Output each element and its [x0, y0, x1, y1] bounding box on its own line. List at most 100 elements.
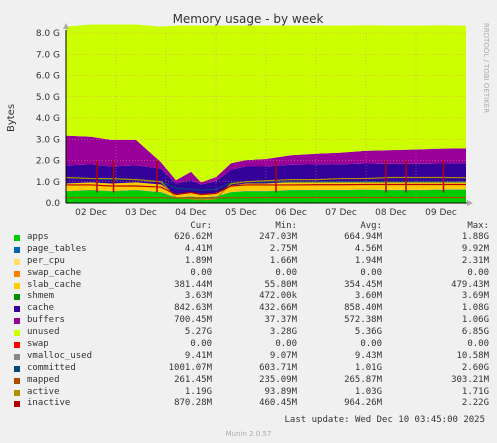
legend-max-value: 1.71G [461, 386, 489, 397]
legend-max-value: 6.85G [461, 327, 489, 338]
legend-row-page-tables: page_tables 4.41M 2.75M 4.56M 9.92M [12, 244, 490, 256]
legend-cur-value: 4.41M [184, 243, 212, 254]
legend-cur-value: 5.27G [184, 327, 212, 338]
legend-cur-value: 9.41M [184, 350, 212, 361]
legend-series-name: page_tables [27, 243, 87, 254]
rrdtool-credit: RRDTOOL / TOBI OETIKER [482, 23, 490, 113]
legend-avg-value: 4.56M [354, 243, 382, 254]
legend-min-value: 37.37M [264, 315, 297, 326]
legend-avg-value: 858.40M [344, 303, 382, 314]
line-inactive [66, 183, 466, 196]
legend-series-name: slab_cache [27, 279, 82, 290]
legend-cur-value: 261.45M [174, 374, 212, 385]
x-tick-label: 02 Dec [75, 208, 107, 218]
legend-series-name: shmem [27, 291, 55, 302]
x-tick-label: 03 Dec [125, 208, 157, 218]
legend-min-value: 55.80M [264, 279, 297, 290]
legend-swatch [14, 246, 20, 253]
legend-series-name: swap_cache [27, 267, 82, 278]
legend-series-name: committed [27, 362, 76, 373]
legend-avg-value: 5.36G [354, 327, 382, 338]
legend-rows: apps 626.62M 247.03M 664.94M 1.88G page_table… [12, 232, 490, 410]
legend-cur-value: 381.44M [174, 279, 212, 290]
legend-max-value: 2.60G [461, 362, 489, 373]
legend-min-value: 247.03M [259, 232, 297, 242]
legend-max-value: 1.08G [461, 303, 489, 314]
legend-cur-value: 3.63M [184, 291, 212, 302]
legend-swatch [14, 330, 20, 337]
legend-series-name: vmalloc_used [27, 350, 93, 361]
x-tick-label: 07 Dec [325, 208, 357, 218]
legend-swatch [14, 365, 20, 372]
legend-max-value: 1.06G [461, 315, 489, 326]
legend-max-value: 2.31M [461, 255, 489, 266]
legend-avg-value: 572.38M [344, 315, 382, 326]
legend-cur-value: 1.89M [184, 255, 212, 266]
legend-series-name: apps [27, 232, 49, 242]
legend-min-value: 2.75M [269, 243, 297, 254]
legend-swatch [14, 342, 20, 349]
header-cur: Cur: [190, 221, 212, 231]
chart-title: Memory usage - by week [173, 12, 324, 26]
legend-swatch [14, 353, 20, 360]
legend-min-value: 460.45M [259, 398, 297, 409]
y-tick-label: 0.0 [46, 199, 61, 209]
legend-avg-value: 1.01G [354, 362, 382, 373]
legend-row-shmem: shmem 3.63M 472.00k 3.60M 3.69M [12, 291, 490, 303]
x-tick-label: 04 Dec [175, 208, 207, 218]
legend-series-name: cache [27, 303, 55, 314]
x-axis-arrow [467, 200, 473, 206]
memory-chart: Memory usage - by week Bytes RRDTOOL / T… [6, 12, 490, 218]
legend-header: Cur: Min: Avg: Max: [12, 221, 490, 232]
y-tick-label: 3.0 G [36, 135, 60, 145]
legend-max-value: 9.92M [461, 243, 489, 254]
legend-avg-value: 9.43M [354, 350, 382, 361]
legend-cur-value: 700.45M [174, 315, 212, 326]
legend-swatch [14, 389, 20, 396]
legend-series-name: unused [27, 327, 60, 338]
legend-row-swap: swap 0.00 0.00 0.00 0.00 [12, 339, 490, 351]
legend-cur-value: 842.63M [174, 303, 212, 314]
legend-cur-value: 626.62M [174, 232, 212, 242]
legend-row-cache: cache 842.63M 432.66M 858.40M 1.08G [12, 303, 490, 315]
legend-avg-value: 664.94M [344, 232, 382, 242]
legend-cur-value: 1.19G [184, 386, 212, 397]
legend-swatch [14, 282, 20, 289]
legend-series-name: inactive [27, 398, 71, 409]
legend-max-value: 479.43M [451, 279, 489, 290]
legend-row-slab-cache: slab_cache 381.44M 55.80M 354.45M 479.43M [12, 280, 490, 292]
last-update: Last update: Wed Dec 10 03:45:00 2025 [284, 415, 485, 425]
legend-max-value: 10.58M [456, 350, 489, 361]
legend-avg-value: 1.03G [354, 386, 382, 397]
x-tick-label: 05 Dec [225, 208, 257, 218]
x-tick-label: 08 Dec [375, 208, 407, 218]
y-tick-label: 6.0 G [36, 72, 60, 82]
legend-min-value: 0.00 [275, 267, 297, 278]
legend-swatch [14, 270, 20, 277]
legend-cur-value: 0.00 [190, 267, 212, 278]
x-tick-labels: 02 Dec 03 Dec 04 Dec 05 Dec 06 Dec 07 Dec 08 D… [75, 208, 457, 218]
legend-min-value: 3.28G [269, 327, 297, 338]
legend-series-name: mapped [27, 374, 60, 385]
legend-swatch [14, 318, 20, 325]
legend-min-value: 603.71M [259, 362, 297, 373]
y-tick-label: 8.0 G [36, 29, 60, 39]
legend-swatch [14, 294, 20, 301]
legend-swatch [14, 258, 20, 265]
legend-row-unused: unused 5.27G 3.28G 5.36G 6.85G [12, 327, 490, 339]
legend-series-name: active [27, 386, 60, 397]
legend-cur-value: 0.00 [190, 339, 212, 350]
legend-avg-value: 3.60M [354, 291, 382, 302]
legend-avg-value: 0.00 [360, 267, 382, 278]
legend-row-mapped: mapped 261.45M 235.09M 265.87M 303.21M [12, 375, 490, 387]
legend-series-name: swap [27, 339, 49, 350]
legend-min-value: 0.00 [275, 339, 297, 350]
x-tick-label: 09 Dec [425, 208, 457, 218]
legend-avg-value: 1.94M [354, 255, 382, 266]
legend-min-value: 1.66M [269, 255, 297, 266]
legend-row-per-cpu: per_cpu 1.89M 1.66M 1.94M 2.31M [12, 256, 490, 268]
legend-max-value: 0.00 [467, 267, 489, 278]
legend-max-value: 3.69M [461, 291, 489, 302]
y-tick-label: 1.0 G [36, 178, 60, 188]
legend-swatch [14, 377, 20, 384]
